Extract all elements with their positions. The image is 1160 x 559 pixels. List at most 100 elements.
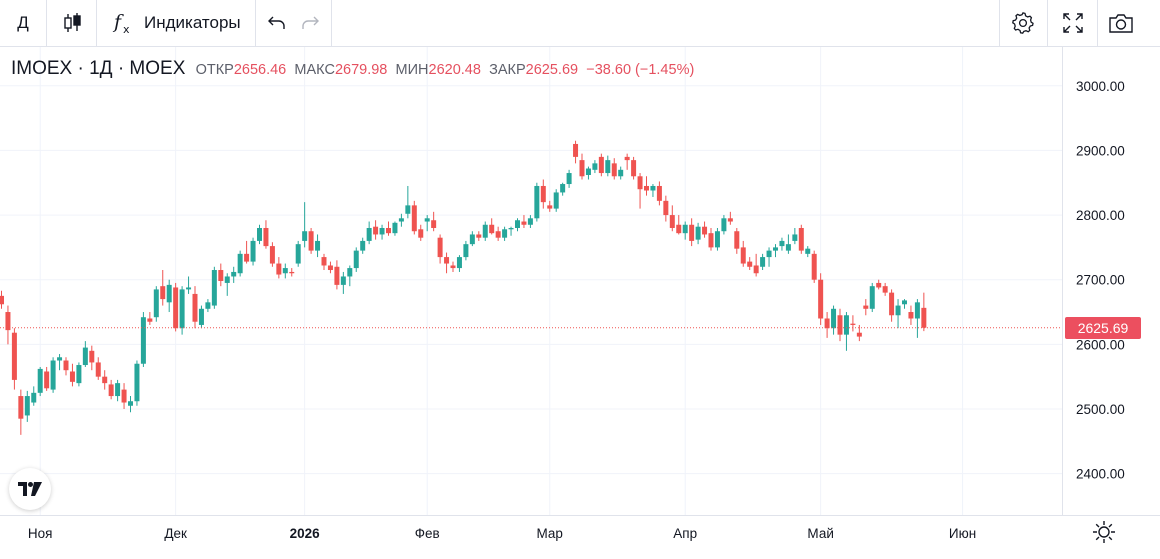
candle-body <box>631 160 637 177</box>
candle <box>914 299 920 338</box>
candle-body <box>398 218 404 222</box>
candle <box>495 226 501 241</box>
candle-body <box>463 244 469 258</box>
candle-body <box>489 224 495 234</box>
candle-body <box>740 247 746 264</box>
candle-body <box>231 271 237 277</box>
candle <box>276 257 282 279</box>
camera-icon <box>1109 14 1133 33</box>
candle-body <box>476 234 482 238</box>
candle-body <box>508 227 514 230</box>
candle <box>166 279 172 313</box>
candle-body <box>773 247 778 251</box>
candle <box>282 263 288 279</box>
candle-body <box>560 184 566 193</box>
sun-settings-icon[interactable] <box>1092 520 1116 544</box>
candle <box>82 341 88 367</box>
interval-button[interactable]: Д <box>0 0 46 46</box>
candle-body <box>244 253 250 262</box>
candle <box>695 222 701 245</box>
candle <box>921 292 927 332</box>
snapshot-button[interactable] <box>1098 0 1144 46</box>
toolbar-divider <box>331 0 332 46</box>
candle-body <box>57 357 63 361</box>
top-toolbar: Д f x Индикаторы <box>0 0 1160 47</box>
candle <box>411 200 417 235</box>
price-axis[interactable] <box>1062 47 1160 515</box>
candle-body <box>437 237 443 258</box>
chart-plot-area[interactable] <box>0 47 1062 515</box>
candle <box>334 260 340 290</box>
undo-button[interactable] <box>260 0 294 46</box>
settings-button[interactable] <box>1000 0 1046 46</box>
candle-body <box>321 257 327 266</box>
fullscreen-icon <box>1063 13 1083 33</box>
indicators-button[interactable]: f x Индикаторы <box>104 0 254 46</box>
candle <box>450 261 456 272</box>
time-axis[interactable] <box>0 515 1160 548</box>
candle <box>418 224 424 241</box>
redo-button[interactable] <box>294 0 326 46</box>
candle-body <box>624 156 630 161</box>
legend-close-value: 2625.69 <box>525 62 579 78</box>
candle-body <box>340 276 346 285</box>
chart-type-button[interactable] <box>52 0 92 46</box>
candle-body <box>147 318 153 322</box>
legend-close-label: ЗАКР <box>489 62 526 78</box>
candle <box>115 379 121 402</box>
candle <box>244 240 250 264</box>
candle <box>147 312 153 325</box>
candle <box>140 312 146 367</box>
candle <box>89 345 95 371</box>
candle <box>69 363 75 387</box>
candle-body <box>515 220 520 228</box>
candle-body <box>11 332 17 380</box>
candle <box>727 211 733 225</box>
candle-body <box>618 169 624 177</box>
candle <box>573 140 579 164</box>
candle <box>766 247 772 267</box>
candle <box>598 153 604 177</box>
candle-body <box>644 185 649 191</box>
candle <box>463 240 469 261</box>
svg-text:x: x <box>123 23 130 36</box>
candle-body <box>282 268 288 274</box>
candle <box>437 234 443 264</box>
candle-body <box>837 315 843 335</box>
candle <box>605 155 611 177</box>
candle <box>366 221 372 245</box>
candle <box>502 226 508 241</box>
candle <box>237 250 243 277</box>
candle-body <box>792 234 798 241</box>
candle-body <box>760 257 766 267</box>
fullscreen-button[interactable] <box>1050 0 1096 46</box>
candle <box>50 357 56 393</box>
candle-body <box>656 185 662 201</box>
candle <box>0 290 4 309</box>
candle-body <box>579 160 585 177</box>
candle <box>663 195 669 222</box>
candle <box>456 255 462 272</box>
legend-open-label: ОТКР <box>195 62 234 78</box>
candle <box>843 312 849 351</box>
candle <box>702 221 708 238</box>
candle <box>837 308 843 342</box>
candle-body <box>708 233 714 248</box>
candle <box>469 231 475 247</box>
candle <box>908 305 914 325</box>
candle <box>128 396 133 413</box>
candle-body <box>573 143 579 157</box>
candle-body <box>540 185 546 203</box>
tradingview-logo[interactable] <box>9 468 51 510</box>
candle-body <box>69 371 75 382</box>
candle-body <box>173 287 179 329</box>
candle-body <box>379 227 385 235</box>
candle <box>740 240 746 267</box>
candle <box>534 182 540 222</box>
candle-body <box>205 302 211 309</box>
candle-body <box>450 265 456 269</box>
candle <box>360 237 366 254</box>
candle-body <box>334 266 340 285</box>
candle <box>689 218 695 247</box>
candle <box>895 299 901 329</box>
